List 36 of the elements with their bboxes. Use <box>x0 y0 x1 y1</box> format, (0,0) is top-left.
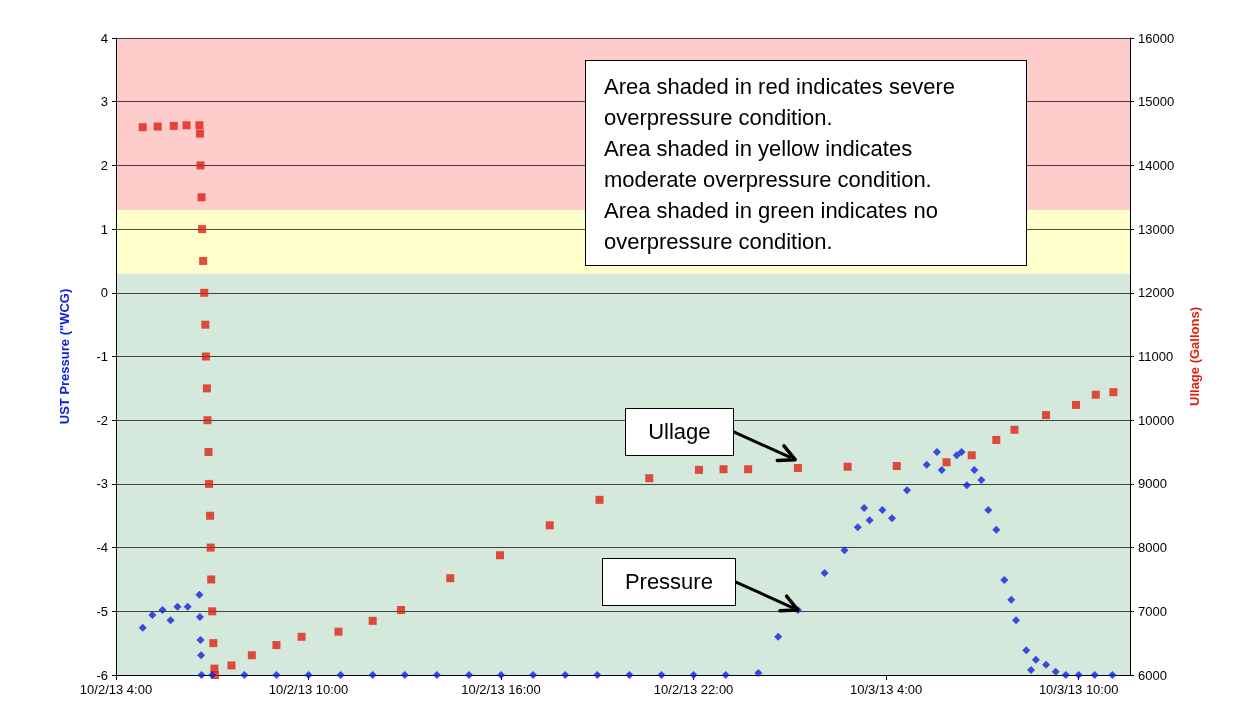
y2-tick-label: 12000 <box>1138 285 1175 301</box>
y-tick-label: -4 <box>96 540 108 556</box>
y2-tick-label: 11000 <box>1138 349 1174 364</box>
y-tick-label: -1 <box>96 349 108 364</box>
y2-tick-label: 14000 <box>1138 157 1175 173</box>
callout-box: Pressure <box>601 558 736 606</box>
annotation: Area shaded in red indicates severe overpressure condition. <box>604 73 956 132</box>
y2-tick-label: 16000 <box>1138 30 1175 46</box>
y2-tick-label: 9000 <box>1138 476 1167 492</box>
y2-tick-label: 6000 <box>1138 667 1167 683</box>
annotation: Area shaded in green indicates no overpressure condition. <box>604 197 939 256</box>
note-box: Area shaded in red indicates severe overpressure condition. Area shaded in yellow indicates moderate overpressure condition. Area shaded in green indicates no overpressure condition. <box>585 60 1027 266</box>
x-tick-label: 10/2/13 10:00 <box>268 682 349 697</box>
y-tick-label: -2 <box>96 412 108 428</box>
y-axis-title: UST Pressure ("WCG) <box>57 288 72 425</box>
y-tick-label: 3 <box>100 94 108 110</box>
annotation: Area shaded in yellow indicates moderate overpressure condition. <box>604 135 933 194</box>
y-tick-label: -6 <box>96 667 108 683</box>
x-tick-label: 10/3/13 10:00 <box>1038 682 1119 697</box>
y2-tick-label: 8000 <box>1138 540 1167 556</box>
y2-tick-label: 10000 <box>1138 412 1175 428</box>
y2-tick-label: 15000 <box>1138 94 1175 110</box>
x-tick-label: 10/2/13 4:00 <box>79 682 153 697</box>
y-tick-label: -3 <box>96 476 108 492</box>
y2-axis-title: Ullage (Gallons) <box>1187 307 1202 406</box>
y-tick-label: 4 <box>100 30 108 46</box>
y2-tick-label: 13000 <box>1138 221 1175 237</box>
y2-tick-label: 7000 <box>1138 603 1167 619</box>
y-tick-label: 0 <box>100 285 108 301</box>
callout-box: Ullage <box>625 407 734 456</box>
x-tick-label: 10/2/13 16:00 <box>461 682 541 697</box>
y-tick-label: 2 <box>100 157 108 173</box>
y-tick-label: 1 <box>100 221 108 237</box>
y-tick-label: -5 <box>96 603 108 619</box>
x-tick-label: 10/3/13 4:00 <box>849 682 923 697</box>
x-tick-label: 10/2/13 22:00 <box>653 682 734 697</box>
